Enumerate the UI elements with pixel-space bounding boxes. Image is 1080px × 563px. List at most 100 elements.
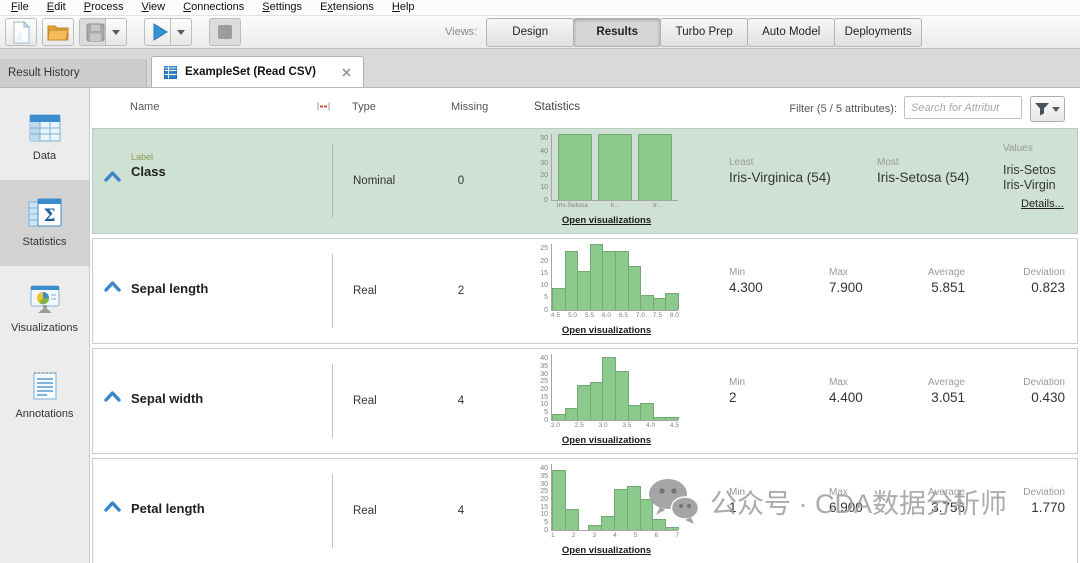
view-button-deployments[interactable]: Deployments bbox=[834, 17, 923, 47]
collapse-row-chevron-icon[interactable] bbox=[104, 390, 121, 402]
stat-label: Average bbox=[927, 267, 965, 278]
column-resize-icon[interactable] bbox=[316, 101, 331, 112]
attribute-row[interactable]: Label Class Nominal 0 0 10 20 30 40 50 Iris-Setosa… bbox=[92, 128, 1078, 234]
stat-value: 3.051 bbox=[931, 390, 965, 405]
stat-label: Max bbox=[829, 267, 848, 278]
statistics-panel: Name Type Missing Statistics Filter (5 /… bbox=[90, 88, 1080, 563]
menu-extensions[interactable]: Extensions bbox=[320, 1, 374, 13]
chart-bar bbox=[588, 525, 603, 530]
open-visualizations-link[interactable]: Open visualizations bbox=[561, 435, 652, 446]
attribute-name: Sepal width bbox=[131, 391, 204, 406]
column-header-missing[interactable]: Missing bbox=[451, 101, 489, 113]
result-tab-bar: Result History ExampleSet (Read CSV) bbox=[0, 49, 1080, 88]
values-block: Values Iris-Setos Iris-Virgin Details... bbox=[1003, 129, 1077, 233]
stat-column: Least Iris-Virginica (54) bbox=[729, 157, 831, 185]
stat-column: Max 7.900 bbox=[829, 267, 863, 295]
save-icon bbox=[86, 23, 105, 42]
filter-button[interactable] bbox=[1030, 96, 1065, 122]
attribute-role: Label bbox=[131, 152, 154, 162]
sidebar-item-visualizations[interactable]: Visualizations bbox=[0, 266, 89, 352]
menu-connections[interactable]: Connections bbox=[183, 1, 245, 13]
save-process-button-dropdown[interactable] bbox=[105, 18, 127, 46]
tab-label: ExampleSet (Read CSV) bbox=[185, 66, 317, 78]
tab-exampleset-read-csv-[interactable]: ExampleSet (Read CSV) bbox=[151, 56, 365, 87]
stat-value: Iris-Virginica (54) bbox=[729, 170, 831, 185]
chart-x-axis: Iris-Setosa Ir... Ir... bbox=[556, 202, 663, 209]
menu-help[interactable]: Help bbox=[391, 1, 415, 13]
stat-column: Deviation 0.823 bbox=[1023, 267, 1065, 295]
attribute-row[interactable]: Sepal length Real 2 0 5 10 15 20 25 4.5 5.0 5.5 6.0 6… bbox=[92, 238, 1078, 344]
sidebar-item-annotations[interactable]: Annotations bbox=[0, 352, 89, 438]
view-button-auto-model[interactable]: Auto Model bbox=[747, 17, 836, 47]
chart-x-axis: 2.0 2.5 3.0 3.5 4.0 4.5 bbox=[551, 422, 679, 429]
chart-bar bbox=[564, 251, 579, 310]
open-visualizations-link[interactable]: Open visualizations bbox=[561, 545, 652, 556]
attribute-name: Class bbox=[131, 164, 166, 179]
collapse-row-chevron-icon[interactable] bbox=[104, 500, 121, 512]
chart-bar bbox=[627, 266, 642, 310]
data-table-icon bbox=[28, 113, 62, 143]
chart-bar bbox=[552, 470, 566, 530]
stat-label: Min bbox=[729, 377, 746, 388]
open-folder-icon bbox=[47, 24, 69, 41]
close-icon[interactable] bbox=[342, 67, 351, 77]
stat-value: 6.900 bbox=[829, 500, 863, 515]
chart-bar bbox=[552, 288, 566, 310]
stat-label: Average bbox=[927, 377, 965, 388]
caret-down-icon bbox=[177, 29, 185, 35]
stat-value: 1 bbox=[729, 500, 737, 515]
menu-view[interactable]: View bbox=[141, 1, 166, 13]
mini-chart: 0 5 10 15 20 25 4.5 5.0 5.5 6.0 6.5 7.0 7.5 8.0 bbox=[534, 244, 679, 319]
views-switcher: Views: Design Results Turbo Prep Auto Model… bbox=[445, 16, 923, 48]
sidebar-item-data[interactable]: Data bbox=[0, 94, 89, 180]
chart-bar bbox=[597, 134, 632, 200]
open-process-button[interactable] bbox=[42, 18, 74, 46]
attribute-type: Real bbox=[353, 285, 377, 297]
chart-bar bbox=[626, 486, 641, 530]
menu-bar: File Edit Process View Connections Settings Ex… bbox=[0, 0, 1080, 16]
column-divider bbox=[332, 254, 333, 328]
menu-edit[interactable]: Edit bbox=[46, 1, 66, 13]
chart-plot bbox=[551, 244, 679, 311]
collapse-row-chevron-icon[interactable] bbox=[104, 280, 121, 292]
stat-column: Max 6.900 bbox=[829, 487, 863, 515]
new-process-button[interactable] bbox=[5, 18, 37, 46]
run-process-button-dropdown[interactable] bbox=[170, 18, 192, 46]
stat-column: Most Iris-Setosa (54) bbox=[877, 157, 969, 185]
views-label: Views: bbox=[445, 26, 478, 38]
view-button-design[interactable]: Design bbox=[486, 17, 575, 47]
search-input[interactable] bbox=[904, 96, 1022, 119]
open-visualizations-link[interactable]: Open visualizations bbox=[561, 325, 652, 336]
open-visualizations-link[interactable]: Open visualizations bbox=[561, 215, 652, 226]
values-label: Values bbox=[1003, 143, 1033, 154]
sidebar-item-statistics[interactable]: Σ Statistics bbox=[0, 180, 89, 266]
view-button-results[interactable]: Results bbox=[573, 17, 662, 47]
caret-down-icon bbox=[1052, 106, 1060, 112]
details-link[interactable]: Details... bbox=[1021, 198, 1064, 210]
stat-label: Deviation bbox=[1023, 377, 1065, 388]
stat-value: 4.300 bbox=[729, 280, 763, 295]
collapse-row-chevron-icon[interactable] bbox=[104, 170, 121, 182]
stop-process-button[interactable] bbox=[209, 18, 241, 46]
column-header-name[interactable]: Name bbox=[130, 101, 160, 113]
menu-file[interactable]: File bbox=[11, 1, 29, 13]
view-button-turbo-prep[interactable]: Turbo Prep bbox=[660, 17, 749, 47]
attribute-row[interactable]: Sepal width Real 4 0 5 10 15 20 25 30 35 40 2.0 2.5 3.… bbox=[92, 348, 1078, 454]
column-header-type[interactable]: Type bbox=[352, 101, 376, 113]
menu-process[interactable]: Process bbox=[83, 1, 124, 13]
result-sidebar: Data Σ Statistics Visualizations Annotations bbox=[0, 88, 90, 563]
stat-value: 1.770 bbox=[1031, 500, 1065, 515]
stat-column: Min 2 bbox=[729, 377, 745, 405]
stat-column: Average 5.851 bbox=[928, 267, 965, 295]
chart-y-axis: 0 5 10 15 20 25 30 35 40 bbox=[540, 355, 548, 424]
stat-value: Iris-Setosa (54) bbox=[877, 170, 970, 185]
chart-plot bbox=[551, 464, 679, 531]
attribute-type: Real bbox=[353, 395, 377, 407]
tab-result-history[interactable]: Result History bbox=[0, 59, 147, 87]
caret-down-icon bbox=[112, 29, 120, 35]
attribute-row[interactable]: Petal length Real 4 0 5 10 15 20 25 30 35 40 1 2 3 4 5 6 7… bbox=[92, 458, 1078, 563]
stop-icon bbox=[218, 25, 232, 39]
table-icon bbox=[164, 65, 177, 79]
menu-settings[interactable]: Settings bbox=[262, 1, 303, 13]
missing-count: 4 bbox=[457, 395, 465, 407]
